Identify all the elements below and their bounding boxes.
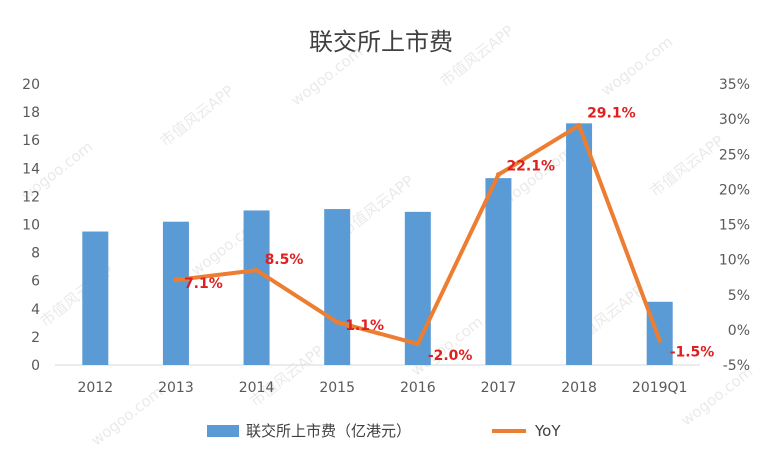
right-tick-label: 0% <box>728 323 750 339</box>
left-tick-label: 10 <box>22 218 40 234</box>
watermark-text: wogoo.com <box>598 33 677 100</box>
bar <box>82 231 109 365</box>
yoy-point <box>415 341 421 347</box>
bar-series <box>82 123 673 365</box>
right-tick-label: 35% <box>719 77 750 93</box>
watermark-text: 市值风云APP <box>647 132 728 201</box>
x-tick-label: 2015 <box>319 380 355 396</box>
x-tick-label: 2019Q1 <box>632 380 688 396</box>
right-tick-label: 15% <box>719 218 750 234</box>
yoy-data-label: 7.1% <box>184 276 223 292</box>
watermark-text: 市值风云APP <box>157 82 238 151</box>
data-labels: 7.1% 8.5% 1.1% -2.0% 22.1% 29.1% -1.5% <box>184 105 714 363</box>
left-tick-label: 16 <box>22 133 40 149</box>
bar <box>162 221 189 365</box>
x-tick-label: 2013 <box>158 380 194 396</box>
right-tick-label: 5% <box>728 288 750 304</box>
bar <box>485 178 512 365</box>
x-tick-label: 2014 <box>239 380 275 396</box>
yoy-data-label: -1.5% <box>670 344 715 360</box>
yoy-data-label: 8.5% <box>265 252 304 268</box>
bar <box>324 209 351 365</box>
right-tick-label: -5% <box>723 358 750 374</box>
left-tick-label: 4 <box>31 302 40 318</box>
bar <box>243 210 270 365</box>
yoy-data-label: -2.0% <box>428 348 473 364</box>
x-tick-label: 2017 <box>481 380 517 396</box>
yoy-point <box>576 122 582 128</box>
x-tick-label: 2018 <box>561 380 597 396</box>
x-tick-label: 2016 <box>400 380 436 396</box>
yoy-data-label: 1.1% <box>345 318 384 334</box>
x-tick-label: 2012 <box>77 380 113 396</box>
chart-title: 联交所上市费 <box>309 28 453 56</box>
right-tick-label: 20% <box>719 182 750 198</box>
right-tick-label: 10% <box>719 253 750 269</box>
yoy-point <box>657 337 663 343</box>
yoy-data-label: 22.1% <box>506 159 555 175</box>
left-tick-label: 6 <box>31 274 40 290</box>
yoy-point <box>495 172 501 178</box>
legend-label-bar: 联交所上市费（亿港元） <box>246 422 411 440</box>
left-tick-label: 0 <box>31 358 40 374</box>
bar <box>566 123 593 365</box>
x-axis: 2012 2013 2014 2015 2016 2017 2018 2019Q1 <box>55 364 700 396</box>
left-tick-label: 18 <box>22 105 40 121</box>
right-axis: -5% 0% 5% 10% 15% 20% 25% 30% 35% <box>719 77 750 374</box>
yoy-data-label: 29.1% <box>587 105 636 121</box>
right-tick-label: 30% <box>719 112 750 128</box>
yoy-point <box>334 319 340 325</box>
left-axis: 0 2 4 6 8 10 12 14 16 18 20 <box>22 77 40 374</box>
legend: 联交所上市费（亿港元） YoY <box>207 422 561 440</box>
left-tick-label: 12 <box>22 189 40 205</box>
legend-swatch-bar <box>207 425 239 437</box>
yoy-point <box>173 277 179 283</box>
left-tick-label: 8 <box>31 246 40 262</box>
legend-label-line: YoY <box>534 422 561 440</box>
right-tick-label: 25% <box>719 147 750 163</box>
left-tick-label: 20 <box>22 77 40 93</box>
line-series <box>173 122 663 347</box>
yoy-point <box>254 267 260 273</box>
left-tick-label: 14 <box>22 161 40 177</box>
left-tick-label: 2 <box>31 330 40 346</box>
